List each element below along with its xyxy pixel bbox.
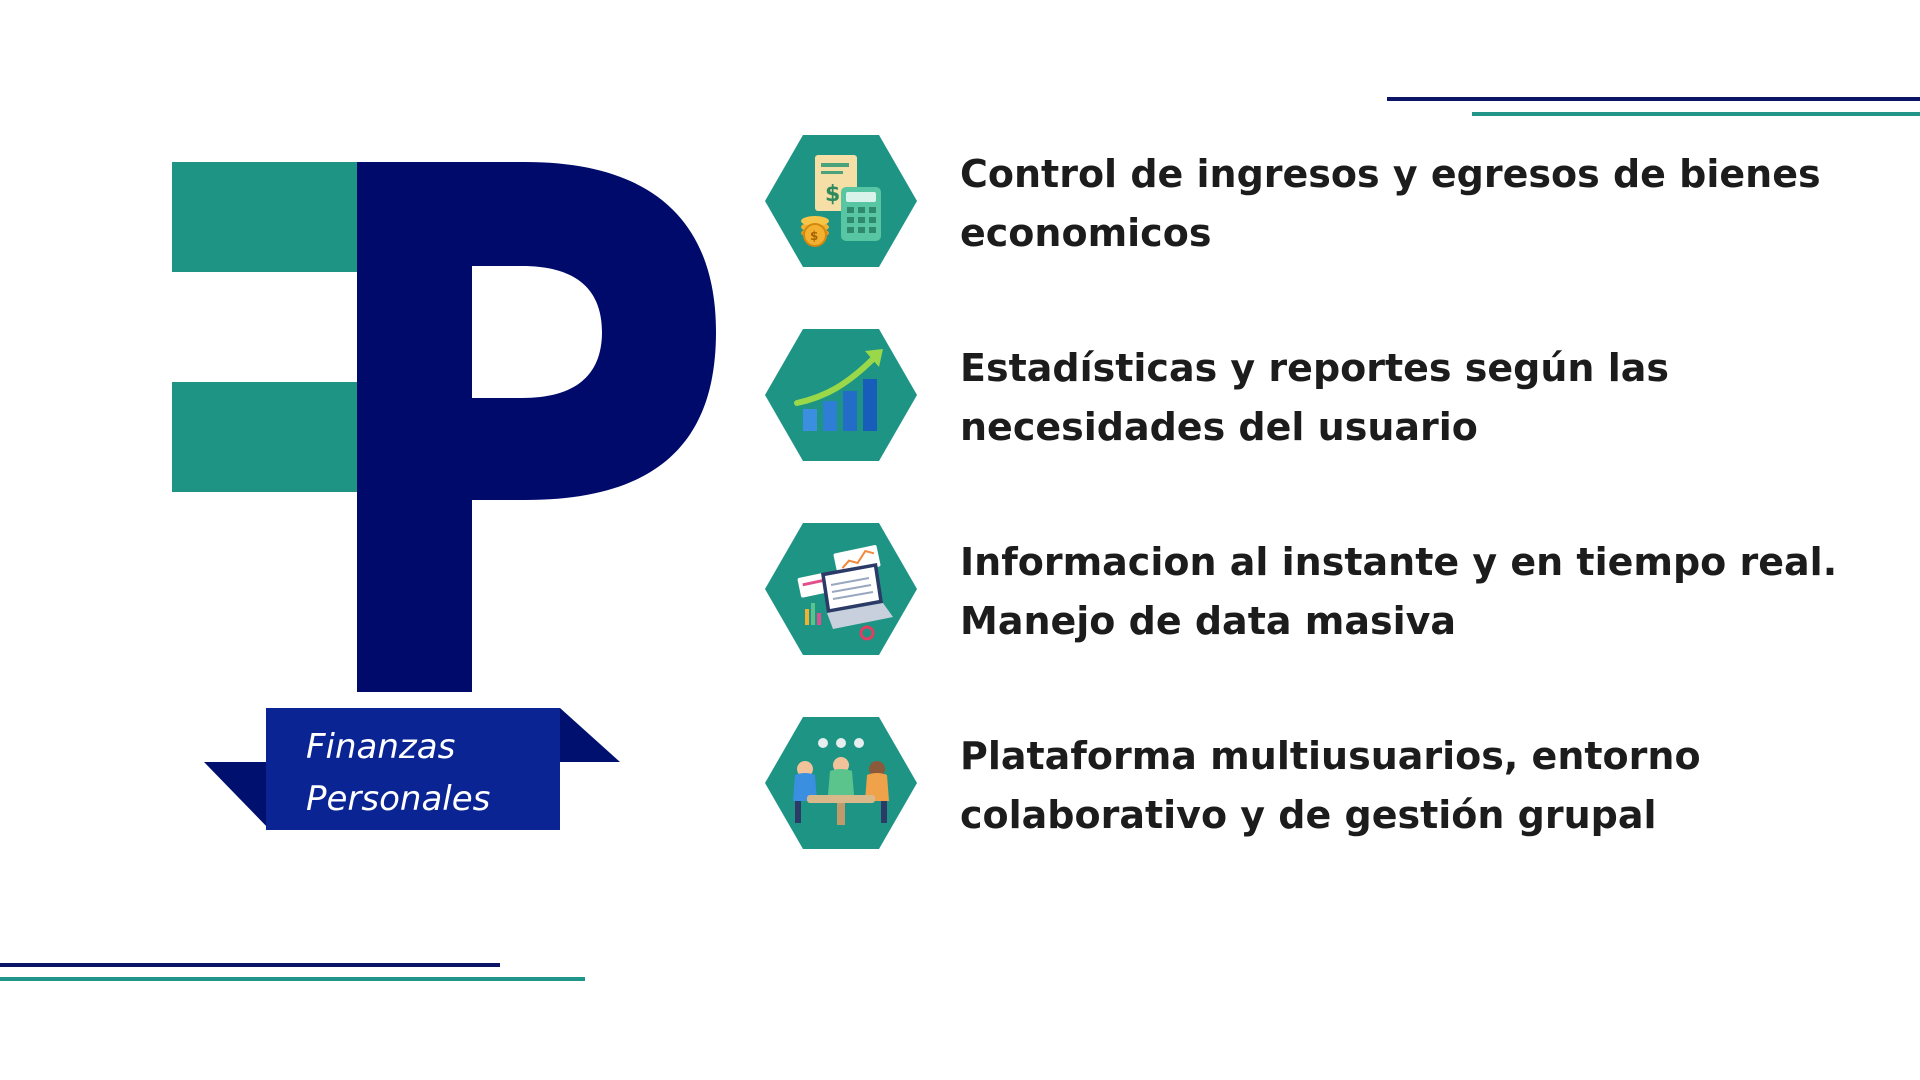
top-teal-line xyxy=(1472,112,1920,116)
feature-text: Plataforma multiusuarios, entorno colabo… xyxy=(960,734,1701,837)
logo-ribbon xyxy=(266,708,560,830)
feature-item: $ $ Control de ingresos y egresos de bie… xyxy=(765,135,1885,267)
logo-ribbon-line2: Personales xyxy=(306,779,490,819)
calculator-money-icon: $ $ xyxy=(765,135,917,267)
bottom-navy-line xyxy=(0,963,500,967)
feature-item: Plataforma multiusuarios, entorno colabo… xyxy=(765,717,1885,849)
svg-text:$: $ xyxy=(810,229,818,243)
feature-text: Informacion al instante y en tiempo real… xyxy=(960,540,1838,643)
feature-text: Estadísticas y reportes según las necesi… xyxy=(960,346,1669,449)
logo-ribbon-left-tail xyxy=(204,762,270,830)
feature-item: Estadísticas y reportes según las necesi… xyxy=(765,329,1885,461)
bottom-teal-line xyxy=(0,977,585,981)
logo-f-middle-bar xyxy=(172,382,372,492)
logo-p-letter xyxy=(357,162,716,692)
top-navy-line xyxy=(1387,97,1920,101)
team-meeting-icon xyxy=(765,717,917,849)
svg-text:$: $ xyxy=(825,182,840,207)
logo-ribbon-line1: Finanzas xyxy=(306,727,455,767)
fp-logo: Finanzas Personales xyxy=(172,162,716,830)
logo-f-top-bar xyxy=(172,162,372,272)
feature-item: Informacion al instante y en tiempo real… xyxy=(765,523,1885,655)
feature-list: $ $ Control de ingresos y egresos de bie… xyxy=(765,135,1885,911)
feature-text: Control de ingresos y egresos de bienes … xyxy=(960,152,1821,255)
laptop-dashboard-icon xyxy=(765,523,917,655)
logo-ribbon-right-tail xyxy=(560,708,620,762)
growth-chart-icon xyxy=(765,329,917,461)
